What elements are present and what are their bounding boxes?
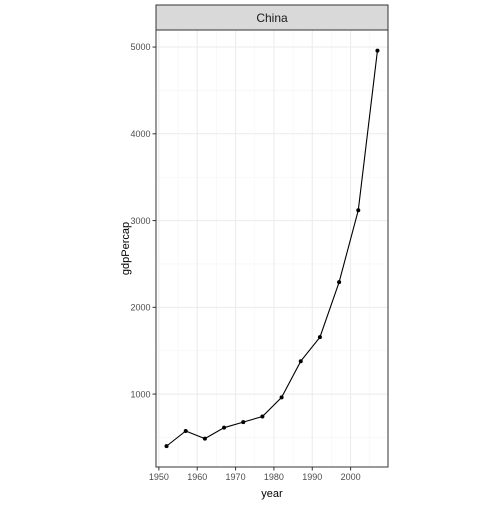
data-point [260, 414, 265, 419]
x-axis-title: year [261, 488, 283, 500]
data-point [317, 335, 322, 340]
data-point [279, 395, 284, 400]
y-tick-label: 4000 [130, 129, 150, 139]
major-gridlines [156, 30, 388, 467]
panel-border [155, 29, 389, 468]
x-tick-label: 2000 [341, 472, 361, 482]
series-layer [164, 48, 380, 449]
data-point [164, 444, 169, 449]
facet-strip-background [155, 4, 389, 31]
data-point [222, 425, 227, 430]
x-axis: 1950 1960 1970 1980 1990 2000 [149, 467, 361, 482]
minor-gridlines [156, 30, 388, 467]
y-tick-label: 5000 [130, 42, 150, 52]
x-tick-label: 1980 [264, 472, 284, 482]
data-point [202, 436, 207, 441]
x-tick-label: 1970 [226, 472, 246, 482]
data-point [183, 428, 188, 433]
data-point [241, 420, 246, 425]
y-tick-label: 1000 [130, 389, 150, 399]
x-tick-label: 1960 [187, 472, 207, 482]
x-tick-label: 1990 [302, 472, 322, 482]
facet-strip-label: China [256, 11, 288, 25]
data-point [337, 280, 342, 285]
y-axis: 1000 2000 3000 4000 5000 [130, 42, 156, 399]
series-line [166, 50, 378, 447]
y-tick-label: 2000 [130, 303, 150, 313]
y-axis-title: gdpPercap [120, 222, 132, 275]
data-point [298, 359, 303, 364]
x-tick-label: 1950 [149, 472, 169, 482]
facet-strip: China [155, 4, 389, 31]
data-point [356, 208, 361, 213]
data-point [375, 48, 380, 53]
y-tick-label: 3000 [130, 216, 150, 226]
